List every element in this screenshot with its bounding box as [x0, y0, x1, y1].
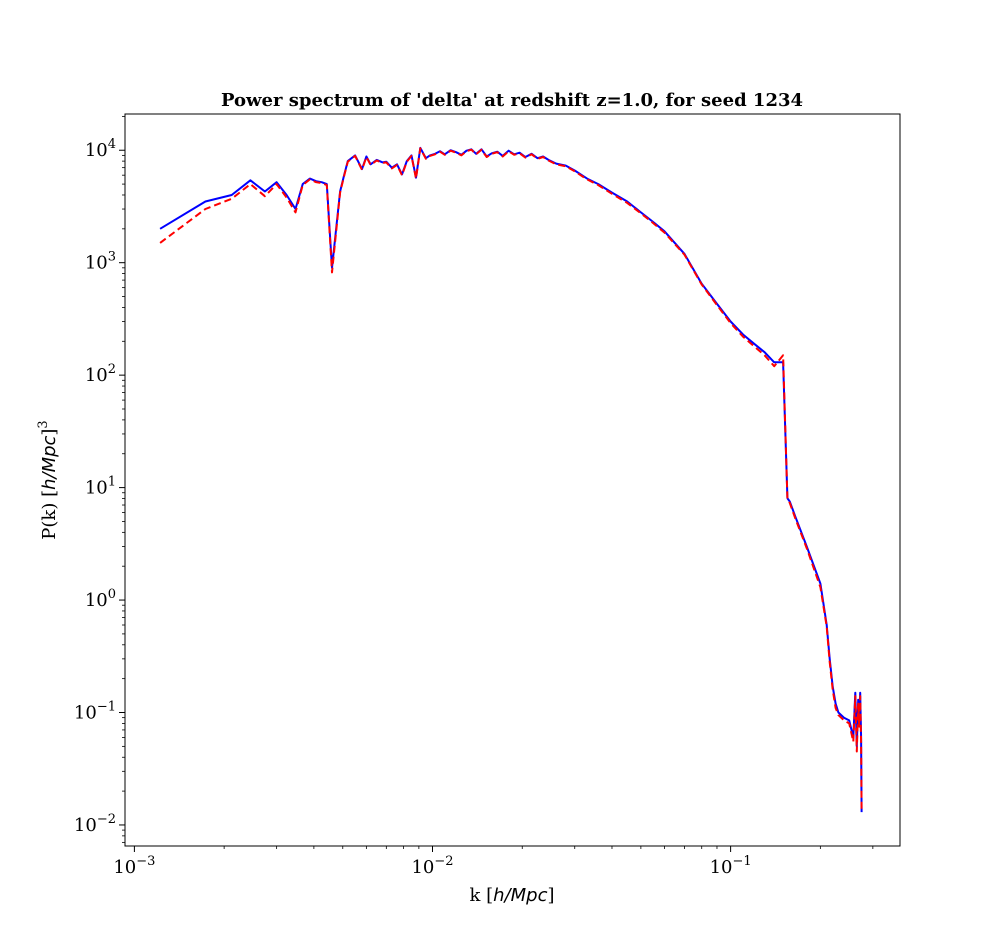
ticks-layer: 10−3 10−2 10−1 10−2 10−1 100 101 102 103 104	[74, 115, 874, 878]
y-tick-label-6: 103	[85, 250, 116, 274]
y-axis-label: P(k) [h/Mpc]3	[36, 420, 60, 539]
plot-frame	[124, 113, 901, 847]
x-tick-label-3: 10−1	[710, 854, 752, 878]
x-tick-label-2: 10−2	[411, 854, 453, 878]
y-tick-label-5: 102	[85, 362, 116, 386]
x-tick-label-1: 10−3	[113, 854, 155, 878]
y-tick-label-7: 104	[85, 137, 116, 161]
x-axis-label: k [h/Mpc]	[469, 885, 554, 906]
chart-title: Power spectrum of 'delta' at redshift z=…	[221, 90, 803, 111]
y-tick-label-4: 101	[85, 475, 116, 499]
y-tick-label-3: 100	[85, 587, 116, 611]
series-layer	[159, 146, 863, 813]
y-tick-label-2: 10−1	[74, 700, 116, 724]
y-tick-label-1: 10−2	[74, 812, 116, 836]
